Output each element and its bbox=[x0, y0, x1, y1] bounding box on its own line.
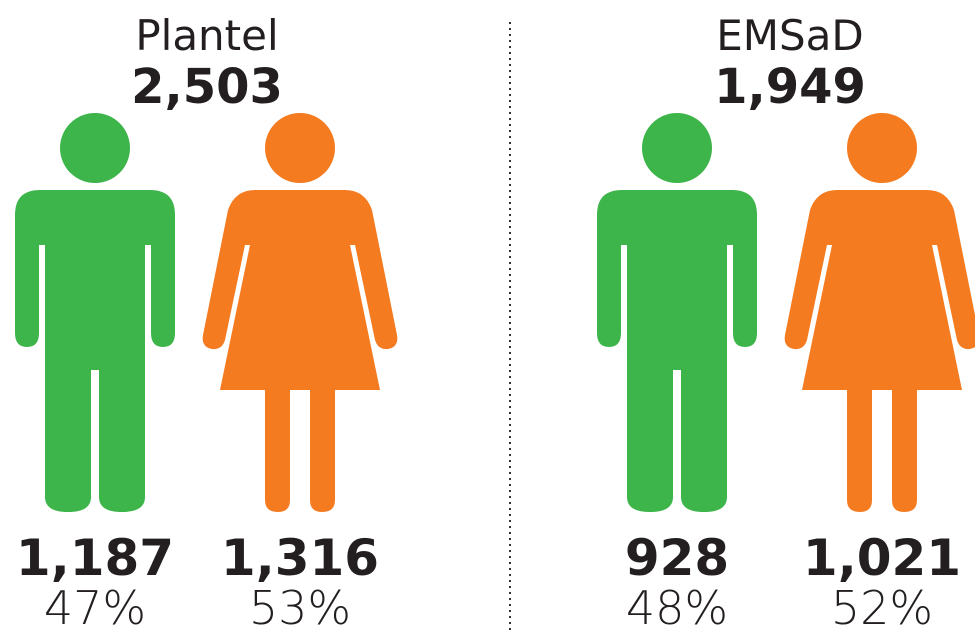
group-count: 928 bbox=[625, 529, 729, 587]
group-count: 1,187 bbox=[16, 529, 174, 587]
figure-head bbox=[265, 113, 335, 183]
group-percent: 48% bbox=[626, 581, 728, 631]
panel-total: 2,503 bbox=[131, 59, 283, 115]
male-figure bbox=[597, 113, 757, 512]
group-count: 1,021 bbox=[803, 529, 961, 587]
figure-body bbox=[784, 190, 975, 512]
figure-head bbox=[60, 113, 130, 183]
figure-head bbox=[642, 113, 712, 183]
male-figure bbox=[15, 113, 175, 512]
figure-head bbox=[847, 113, 917, 183]
group-percent: 47% bbox=[44, 581, 146, 631]
panel-title: EMSaD bbox=[716, 11, 864, 60]
group-percent: 53% bbox=[249, 581, 351, 631]
group-count: 1,316 bbox=[221, 529, 379, 587]
panel-title: Plantel bbox=[135, 11, 278, 60]
figure-body bbox=[202, 190, 398, 512]
female-figure bbox=[784, 113, 975, 512]
figure-body bbox=[15, 190, 175, 512]
panel-total: 1,949 bbox=[714, 59, 866, 115]
group-percent: 52% bbox=[831, 581, 933, 631]
female-figure bbox=[202, 113, 398, 512]
figure-body bbox=[597, 190, 757, 512]
